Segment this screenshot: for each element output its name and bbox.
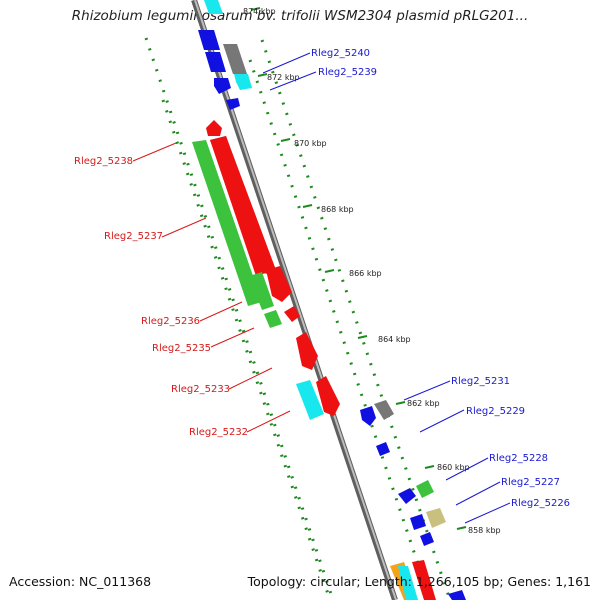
gene-green[interactable]: [416, 480, 434, 498]
dotted-track-inner-right: [248, 59, 432, 600]
gene-blue[interactable]: [448, 590, 466, 600]
tick-marks: [250, 7, 467, 530]
gene-blue[interactable]: [420, 532, 434, 546]
gene-label[interactable]: Rleg2_5235: [152, 343, 211, 354]
gene-red[interactable]: [206, 120, 222, 136]
gene-blue[interactable]: [226, 98, 240, 110]
gene-blue[interactable]: [398, 488, 416, 504]
tick-label: 868 kbp: [321, 205, 354, 214]
gene-label[interactable]: Rleg2_5229: [466, 406, 525, 417]
tick-label: 864 kbp: [378, 335, 411, 344]
accession-label: Accession: NC_011368: [9, 574, 152, 589]
gene-red[interactable]: [266, 266, 292, 302]
tick-label: 870 kbp: [294, 139, 327, 148]
gene-blue[interactable]: [410, 514, 426, 530]
gene-cyan[interactable]: [204, 0, 223, 14]
gene-label[interactable]: Rleg2_5236: [141, 316, 200, 327]
gene-label[interactable]: Rleg2_5237: [104, 231, 163, 242]
gene-green[interactable]: [264, 310, 282, 328]
gene-label[interactable]: Rleg2_5240: [311, 48, 370, 59]
gene-label[interactable]: Rleg2_5231: [451, 376, 510, 387]
gene-khaki[interactable]: [426, 508, 446, 528]
gene-label[interactable]: Rleg2_5228: [489, 453, 548, 464]
gene-blue[interactable]: [198, 30, 220, 50]
tick-label: 858 kbp: [468, 526, 501, 535]
gene-cyan[interactable]: [234, 74, 252, 90]
gene-label[interactable]: Rleg2_5239: [318, 67, 377, 78]
tick-label: 862 kbp: [407, 399, 440, 408]
gene-label[interactable]: Rleg2_5227: [501, 477, 560, 488]
tick-label: 874 kbp: [243, 7, 276, 16]
red-label-leaders: [132, 142, 291, 433]
gene-red[interactable]: [316, 376, 340, 416]
gene-red[interactable]: [284, 306, 300, 322]
gene-green[interactable]: [249, 272, 274, 310]
tick-label: 860 kbp: [437, 463, 470, 472]
tick-label: 866 kbp: [349, 269, 382, 278]
gene-cyan[interactable]: [398, 566, 418, 600]
gene-blue[interactable]: [360, 406, 376, 426]
gene-label[interactable]: Rleg2_5238: [74, 156, 133, 167]
gene-label[interactable]: Rleg2_5232: [189, 427, 248, 438]
gene-label[interactable]: Rleg2_5226: [511, 498, 570, 509]
gene-blue[interactable]: [376, 442, 390, 456]
gene-cyan[interactable]: [296, 380, 324, 420]
blue-label-leaders: [262, 52, 511, 524]
tick-label: 872 kbp: [267, 73, 300, 82]
gene-gray[interactable]: [374, 400, 394, 420]
gene-blue[interactable]: [214, 78, 231, 94]
gene-label[interactable]: Rleg2_5233: [171, 384, 230, 395]
map-title: Rhizobium leguminosarum bv. trifolii WSM…: [71, 8, 529, 24]
gene-red[interactable]: [210, 136, 276, 276]
gene-green[interactable]: [192, 140, 262, 306]
gene-red[interactable]: [296, 332, 318, 370]
gene-red[interactable]: [412, 560, 436, 600]
gene-gray[interactable]: [223, 44, 247, 74]
genome-summary: Topology: circular; Length: 1,266,105 bp…: [247, 574, 591, 589]
gene-blue[interactable]: [205, 52, 226, 72]
